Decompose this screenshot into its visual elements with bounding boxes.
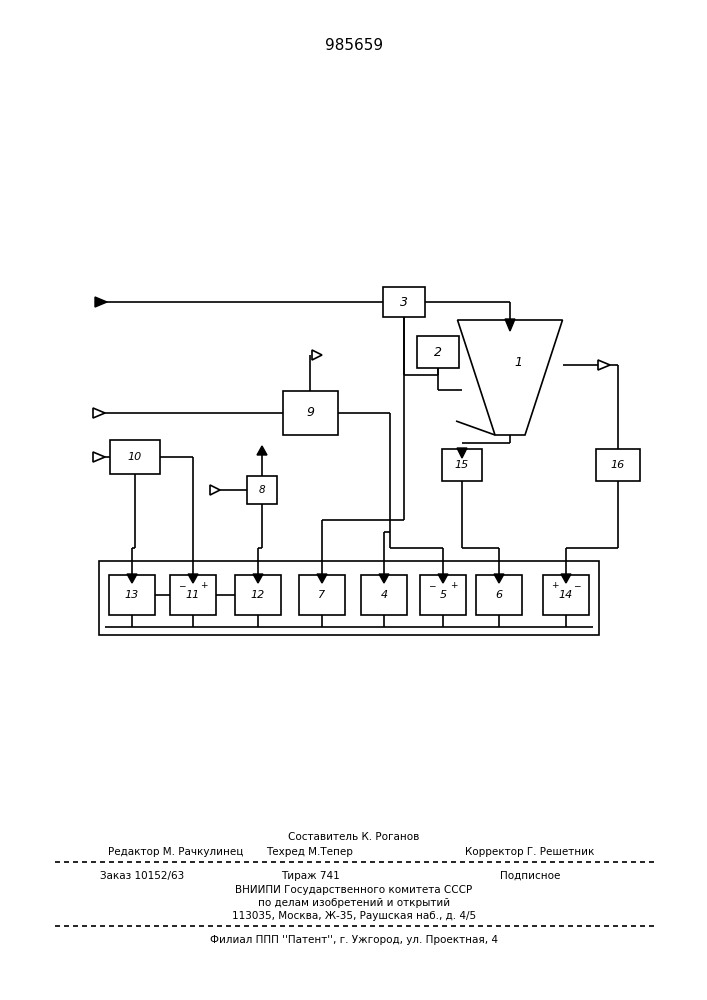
Polygon shape [598,360,610,370]
Text: −: − [178,582,186,590]
Polygon shape [210,485,220,495]
Bar [109,575,155,615]
Bar [170,575,216,615]
Text: 2: 2 [434,346,442,359]
Text: Филиал ППП ''Патент'', г. Ужгород, ул. Проектная, 4: Филиал ППП ''Патент'', г. Ужгород, ул. П… [210,935,498,945]
Text: 8: 8 [259,485,265,495]
Text: 13: 13 [125,590,139,600]
Polygon shape [494,574,504,583]
Bar [235,575,281,615]
Text: 10: 10 [128,452,142,462]
Polygon shape [312,350,322,360]
Bar [110,440,160,474]
Polygon shape [127,574,137,583]
Polygon shape [438,574,448,583]
Bar [99,561,599,635]
Text: Заказ 10152/63: Заказ 10152/63 [100,871,185,881]
Text: по делам изобретений и открытий: по делам изобретений и открытий [258,898,450,908]
Text: 985659: 985659 [325,37,383,52]
Text: Корректор Г. Решетник: Корректор Г. Решетник [465,847,595,857]
Text: 12: 12 [251,590,265,600]
Polygon shape [379,574,389,583]
Text: 14: 14 [559,590,573,600]
Text: Редактор М. Рачкулинец: Редактор М. Рачкулинец [108,847,243,857]
Polygon shape [93,452,105,462]
Text: 16: 16 [611,460,625,470]
Bar [417,336,459,368]
Bar [543,575,589,615]
Bar [383,287,425,317]
Bar [247,476,277,504]
Bar [283,391,337,435]
Text: 5: 5 [440,590,447,600]
Polygon shape [188,574,198,583]
Polygon shape [317,574,327,583]
Polygon shape [95,297,107,307]
Polygon shape [253,574,263,583]
Bar [361,575,407,615]
Bar [596,449,640,481]
Polygon shape [505,319,515,331]
Text: 4: 4 [380,590,387,600]
Text: 3: 3 [400,296,408,308]
Text: 11: 11 [186,590,200,600]
Text: 7: 7 [318,590,325,600]
Text: 9: 9 [306,406,314,420]
Bar [420,575,466,615]
Bar [476,575,522,615]
Bar [442,449,482,481]
Text: −: − [573,582,580,590]
Text: Подписное: Подписное [500,871,560,881]
Polygon shape [257,446,267,455]
Polygon shape [457,320,563,435]
Text: +: + [551,582,559,590]
Text: 113035, Москва, Ж-35, Раушская наб., д. 4/5: 113035, Москва, Ж-35, Раушская наб., д. … [232,911,476,921]
Text: Тираж 741: Тираж 741 [281,871,339,881]
Text: 1: 1 [514,356,522,369]
Polygon shape [93,408,105,418]
Text: 6: 6 [496,590,503,600]
Text: Техред М.Тепер: Техред М.Тепер [267,847,354,857]
Text: +: + [200,582,208,590]
Text: ВНИИПИ Государственного комитета СССР: ВНИИПИ Государственного комитета СССР [235,885,472,895]
Polygon shape [457,448,467,458]
Text: 15: 15 [455,460,469,470]
Bar [299,575,345,615]
Text: +: + [450,582,457,590]
Text: Составитель К. Роганов: Составитель К. Роганов [288,832,420,842]
Text: −: − [428,582,436,590]
Polygon shape [561,574,571,583]
